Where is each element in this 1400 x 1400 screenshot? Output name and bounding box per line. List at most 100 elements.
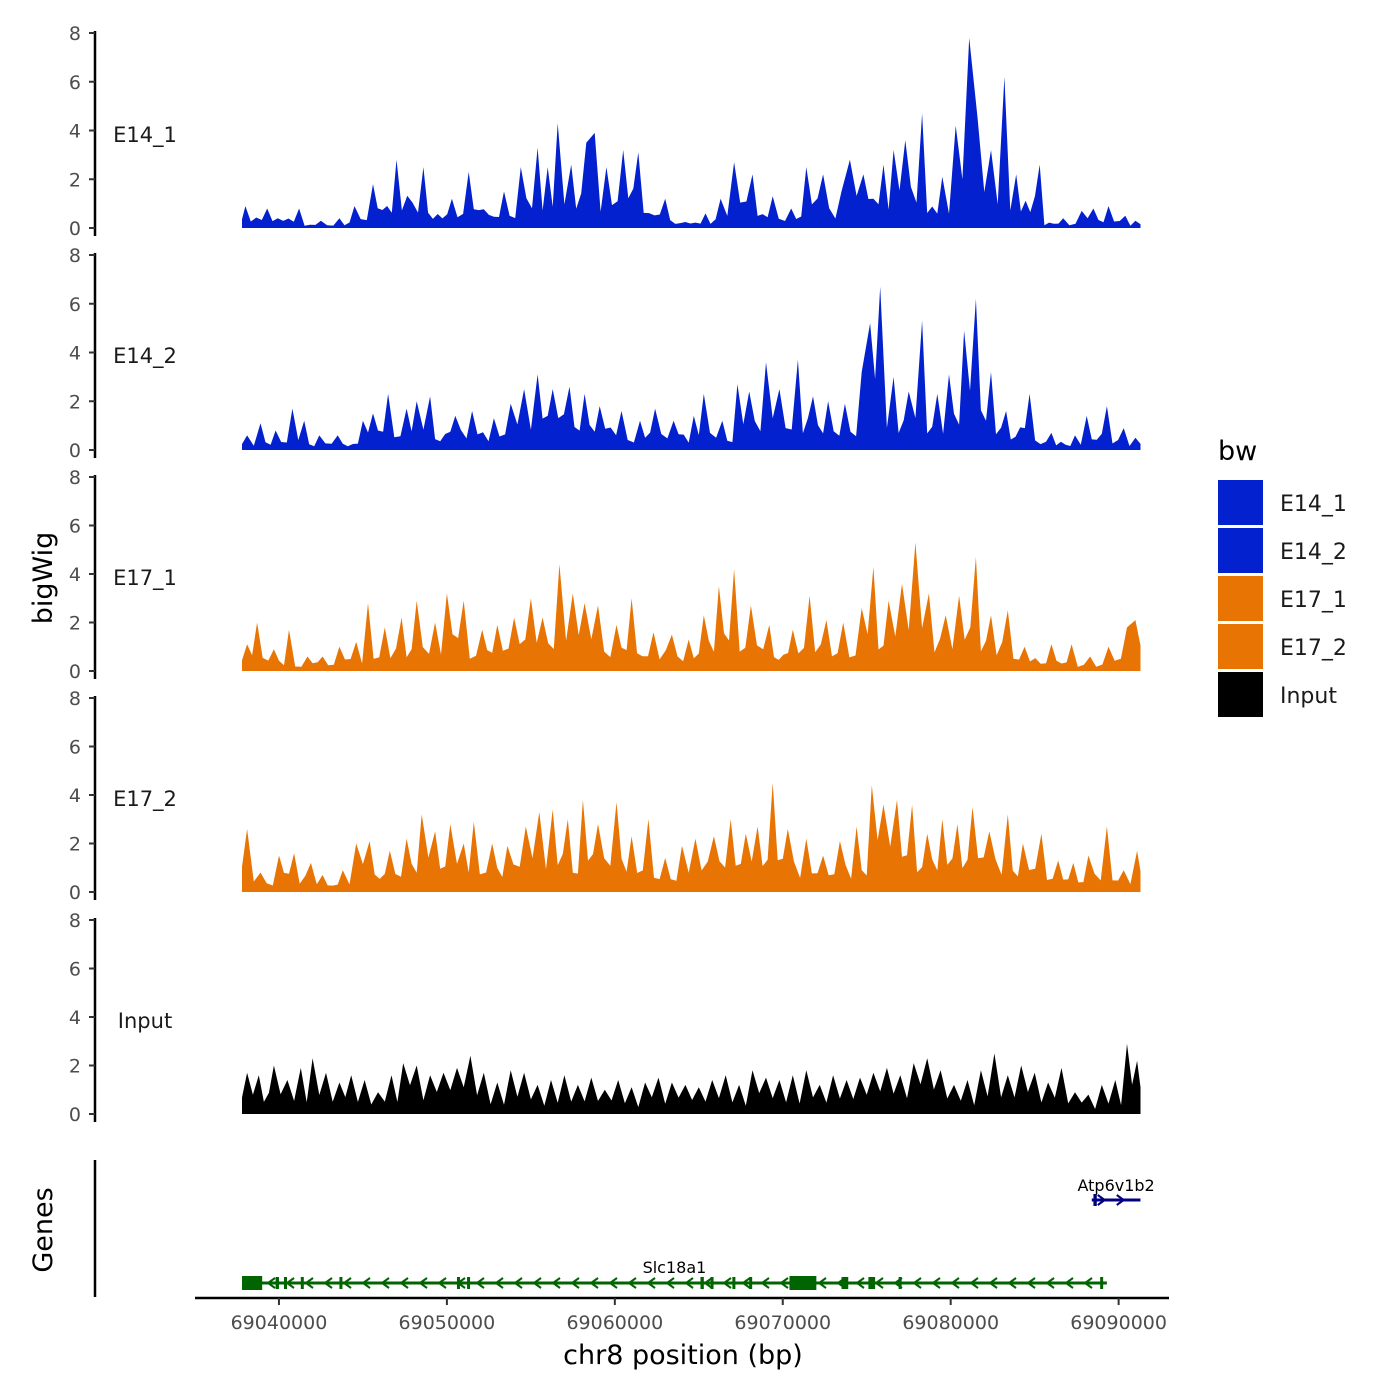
y-tick-label: 6 [69,72,81,94]
y-tick-label: 0 [69,440,81,462]
y-tick-label: 2 [69,391,81,413]
exon [1100,1277,1104,1289]
strand-chevron [361,1277,371,1289]
coverage-area-e14-1 [242,37,1141,229]
track-label: E14_2 [113,344,177,369]
y-tick-label: 4 [69,1007,81,1029]
strand-chevron [1116,1194,1126,1206]
track-e14-1: 0 2 4 6 8 E14_1 [69,23,1141,240]
legend-swatch [1218,672,1263,717]
exon [339,1277,343,1289]
x-tick-label: 69040000 [231,1312,328,1334]
legend-label: E17_1 [1280,588,1347,613]
x-tick-label: 69050000 [399,1312,496,1334]
y-tick-label: 6 [69,294,81,316]
exon [284,1277,288,1289]
strand-chevron [266,1277,276,1289]
coverage-area-e17-2 [242,782,1141,892]
y-tick-label: 0 [69,882,81,904]
strand-chevron [1045,1277,1055,1289]
strand-chevron [589,1277,599,1289]
y-tick-label: 0 [69,1104,81,1126]
exon [700,1277,704,1289]
strand-chevron [912,1277,922,1289]
legend-title: bw [1218,436,1257,467]
track-e14-2: 0 2 4 6 8 E14_2 [69,245,1141,462]
coverage-area-e14-2 [242,286,1141,450]
exon [467,1277,471,1289]
strand-chevron [437,1277,447,1289]
y-axis-title: bigWig [28,532,59,625]
x-tick-label: 69070000 [734,1312,831,1334]
y-tick-label: 0 [69,218,81,240]
exon [749,1277,753,1289]
gene-slc18a1: Slc18a1 [242,1258,1107,1290]
track-input: 0 2 4 6 8 Input [69,910,1141,1126]
track-label: Input [118,1009,172,1033]
coverage-area-e17-1 [242,542,1141,671]
y-tick-label: 8 [69,23,81,45]
strand-chevron [779,1277,789,1289]
y-tick-label: 2 [69,834,81,856]
strand-chevron [1064,1277,1074,1289]
strand-chevron [741,1277,751,1289]
genes-panel: Slc18a1 Atp6v1b2 [93,1160,1155,1297]
strand-chevron [494,1277,504,1289]
exon [898,1277,902,1289]
legend-label: E14_1 [1280,492,1347,517]
track-e17-2: 0 2 4 6 8 E17_2 [69,688,1141,904]
strand-chevron [627,1277,637,1289]
strand-chevron [304,1277,314,1289]
exon [456,1277,460,1289]
track-label: E17_2 [113,787,177,812]
exon [710,1277,714,1289]
y-tick-label: 8 [69,245,81,267]
strand-chevron [513,1277,523,1289]
strand-chevron [874,1277,884,1289]
legend-swatch [1218,576,1263,621]
y-tick-label: 4 [69,785,81,807]
strand-chevron [684,1277,694,1289]
x-axis: 69040000 69050000 69060000 69070000 69080000… [195,1296,1169,1334]
y-tick-label: 2 [69,169,81,191]
strand-chevron [1007,1277,1017,1289]
y-tick-label: 8 [69,467,81,489]
strand-chevron [551,1277,561,1289]
strand-chevron [855,1277,865,1289]
strand-chevron [665,1277,675,1289]
exon [275,1277,279,1289]
track-label: E17_1 [113,566,177,591]
y-tick-label: 4 [69,121,81,143]
legend-label: Input [1280,684,1337,709]
track-e17-1: 0 2 4 6 8 E17_1 [69,467,1141,683]
strand-chevron [380,1277,390,1289]
strand-chevron [646,1277,656,1289]
x-tick-label: 69060000 [566,1312,663,1334]
strand-chevron [760,1277,770,1289]
strand-chevron [285,1277,295,1289]
exon [841,1277,849,1289]
legend-swatch [1218,624,1263,669]
y-tick-label: 4 [69,564,81,586]
strand-chevron [1083,1277,1093,1289]
exon [868,1277,876,1289]
strand-chevron [323,1277,333,1289]
legend-swatch [1218,480,1263,525]
gene-label: Atp6v1b2 [1077,1176,1154,1195]
legend-label: E17_2 [1280,636,1347,661]
strand-chevron [817,1277,827,1289]
strand-chevron [418,1277,428,1289]
strand-chevron [532,1277,542,1289]
coverage-area-input [242,1043,1141,1114]
exon [300,1277,304,1289]
strand-chevron [931,1277,941,1289]
y-tick-label: 0 [69,661,81,683]
track-label: E14_1 [113,123,177,148]
x-tick-label: 69090000 [1070,1312,1167,1334]
strand-chevron [570,1277,580,1289]
strand-chevron [722,1277,732,1289]
x-axis-title: chr8 position (bp) [563,1340,803,1371]
y-tick-label: 6 [69,737,81,759]
y-tick-label: 8 [69,688,81,710]
strand-chevron [1097,1194,1107,1206]
